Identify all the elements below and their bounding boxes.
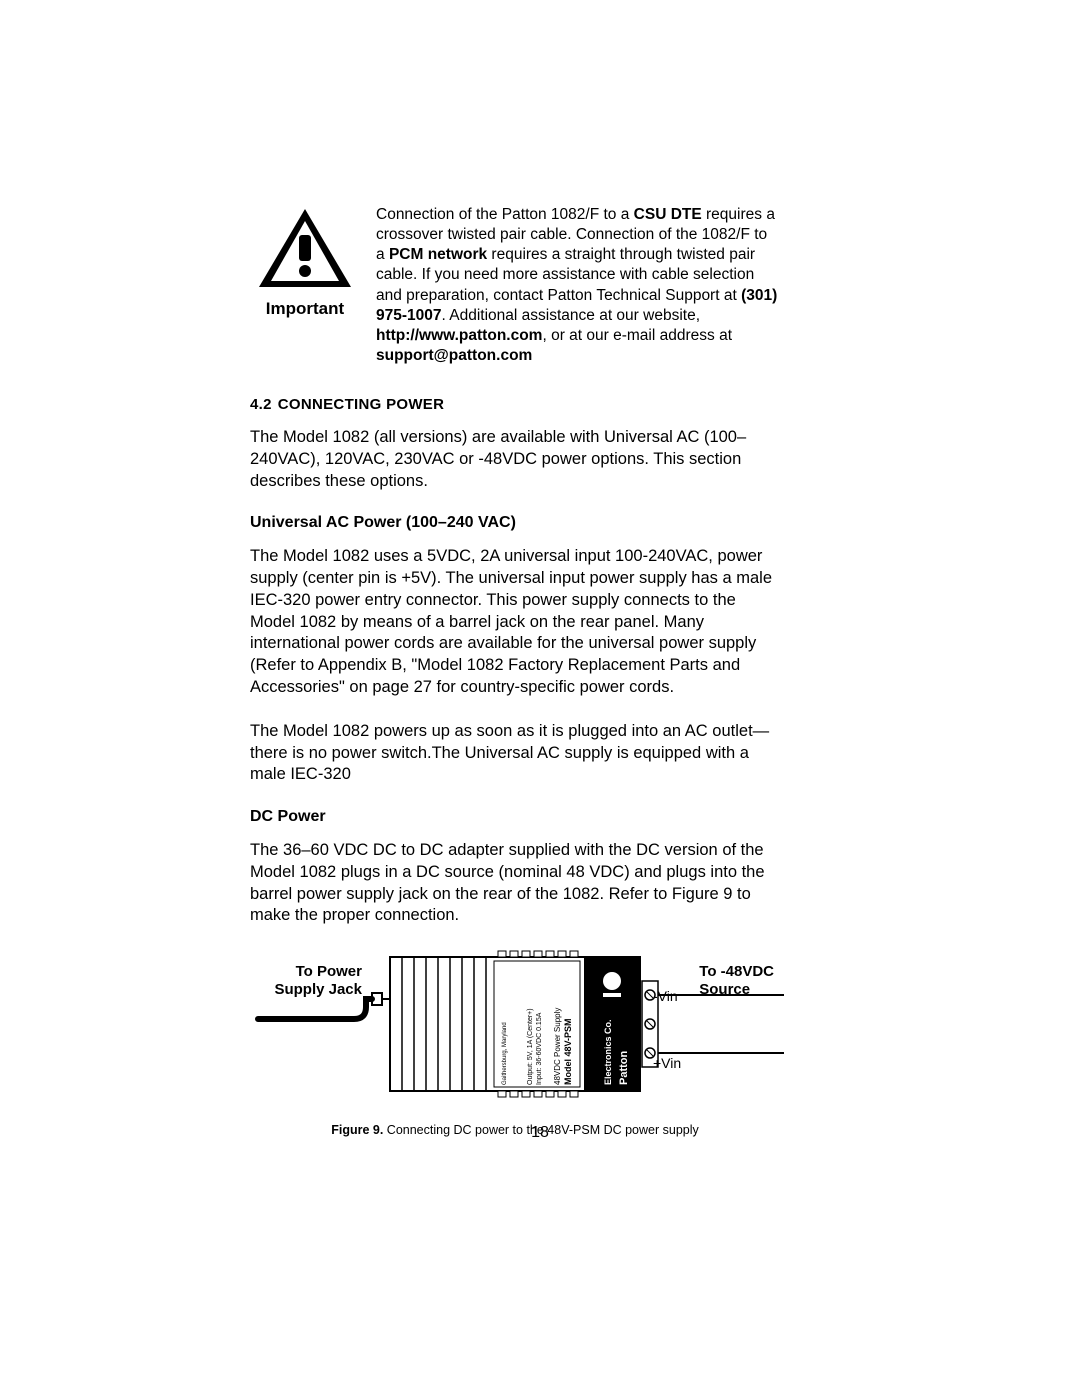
vin-minus-label: -Vin: [653, 988, 678, 1004]
fig-right-l2: Source: [699, 981, 750, 998]
section-heading: 4.2 CONNECTING POWER: [250, 396, 780, 413]
figure-right-label: To -48VDC Source: [699, 963, 774, 999]
important-text: Connection of the Patton 1082/F to a CSU…: [376, 205, 780, 366]
universal-heading: Universal AC Power (100–240 VAC): [250, 514, 780, 532]
vin-plus-label: +Vin: [653, 1055, 681, 1071]
text-bold: PCM network: [389, 246, 487, 263]
important-label: Important: [250, 299, 360, 319]
universal-para1: The Model 1082 uses a 5VDC, 2A universal…: [250, 546, 780, 698]
figure-left-label: To Power Supply Jack: [252, 963, 362, 999]
section-title: CONNECTING POWER: [278, 396, 444, 413]
section-number: 4.2: [250, 396, 272, 413]
important-icon-column: Important: [250, 205, 360, 319]
module-input: Input: 36-60VDC 0.15A: [536, 965, 544, 1085]
page-number: 18: [0, 1124, 1080, 1142]
important-note: Important Connection of the Patton 1082/…: [250, 205, 780, 366]
module-loc: Gaithersburg, Maryland: [502, 965, 509, 1085]
text-run: . Additional assistance at our website,: [442, 307, 700, 324]
section-intro: The Model 1082 (all versions) are availa…: [250, 427, 780, 492]
text-run: Connection of the Patton 1082/F to a: [376, 206, 634, 223]
text-run: , or at our e-mail address at: [542, 327, 732, 344]
dc-para: The 36–60 VDC DC to DC adapter supplied …: [250, 840, 780, 927]
warning-triangle-icon: [255, 205, 355, 293]
module-brand2: Electronics Co.: [604, 1003, 614, 1085]
module-output: Output: 5V, 1A (Center+): [527, 965, 535, 1085]
text-bold: http://www.patton.com: [376, 327, 542, 344]
module-brand1: Patton: [618, 1003, 630, 1085]
universal-para2: The Model 1082 powers up as soon as it i…: [250, 721, 780, 786]
module-model: Model 48V-PSM: [564, 965, 574, 1085]
document-page: Important Connection of the Patton 1082/…: [250, 205, 780, 1137]
fig-left-l2: Supply Jack: [274, 981, 362, 998]
fig-left-l1: To Power: [296, 963, 362, 980]
module-desc: 48VDC Power Supply: [554, 965, 563, 1085]
text-bold: support@patton.com: [376, 347, 532, 364]
figure-9: Model 48V-PSM 48VDC Power Supply Input: …: [246, 949, 786, 1119]
dc-heading: DC Power: [250, 808, 780, 826]
text-bold: CSU DTE: [634, 206, 702, 223]
fig-right-l1: To -48VDC: [699, 963, 774, 980]
